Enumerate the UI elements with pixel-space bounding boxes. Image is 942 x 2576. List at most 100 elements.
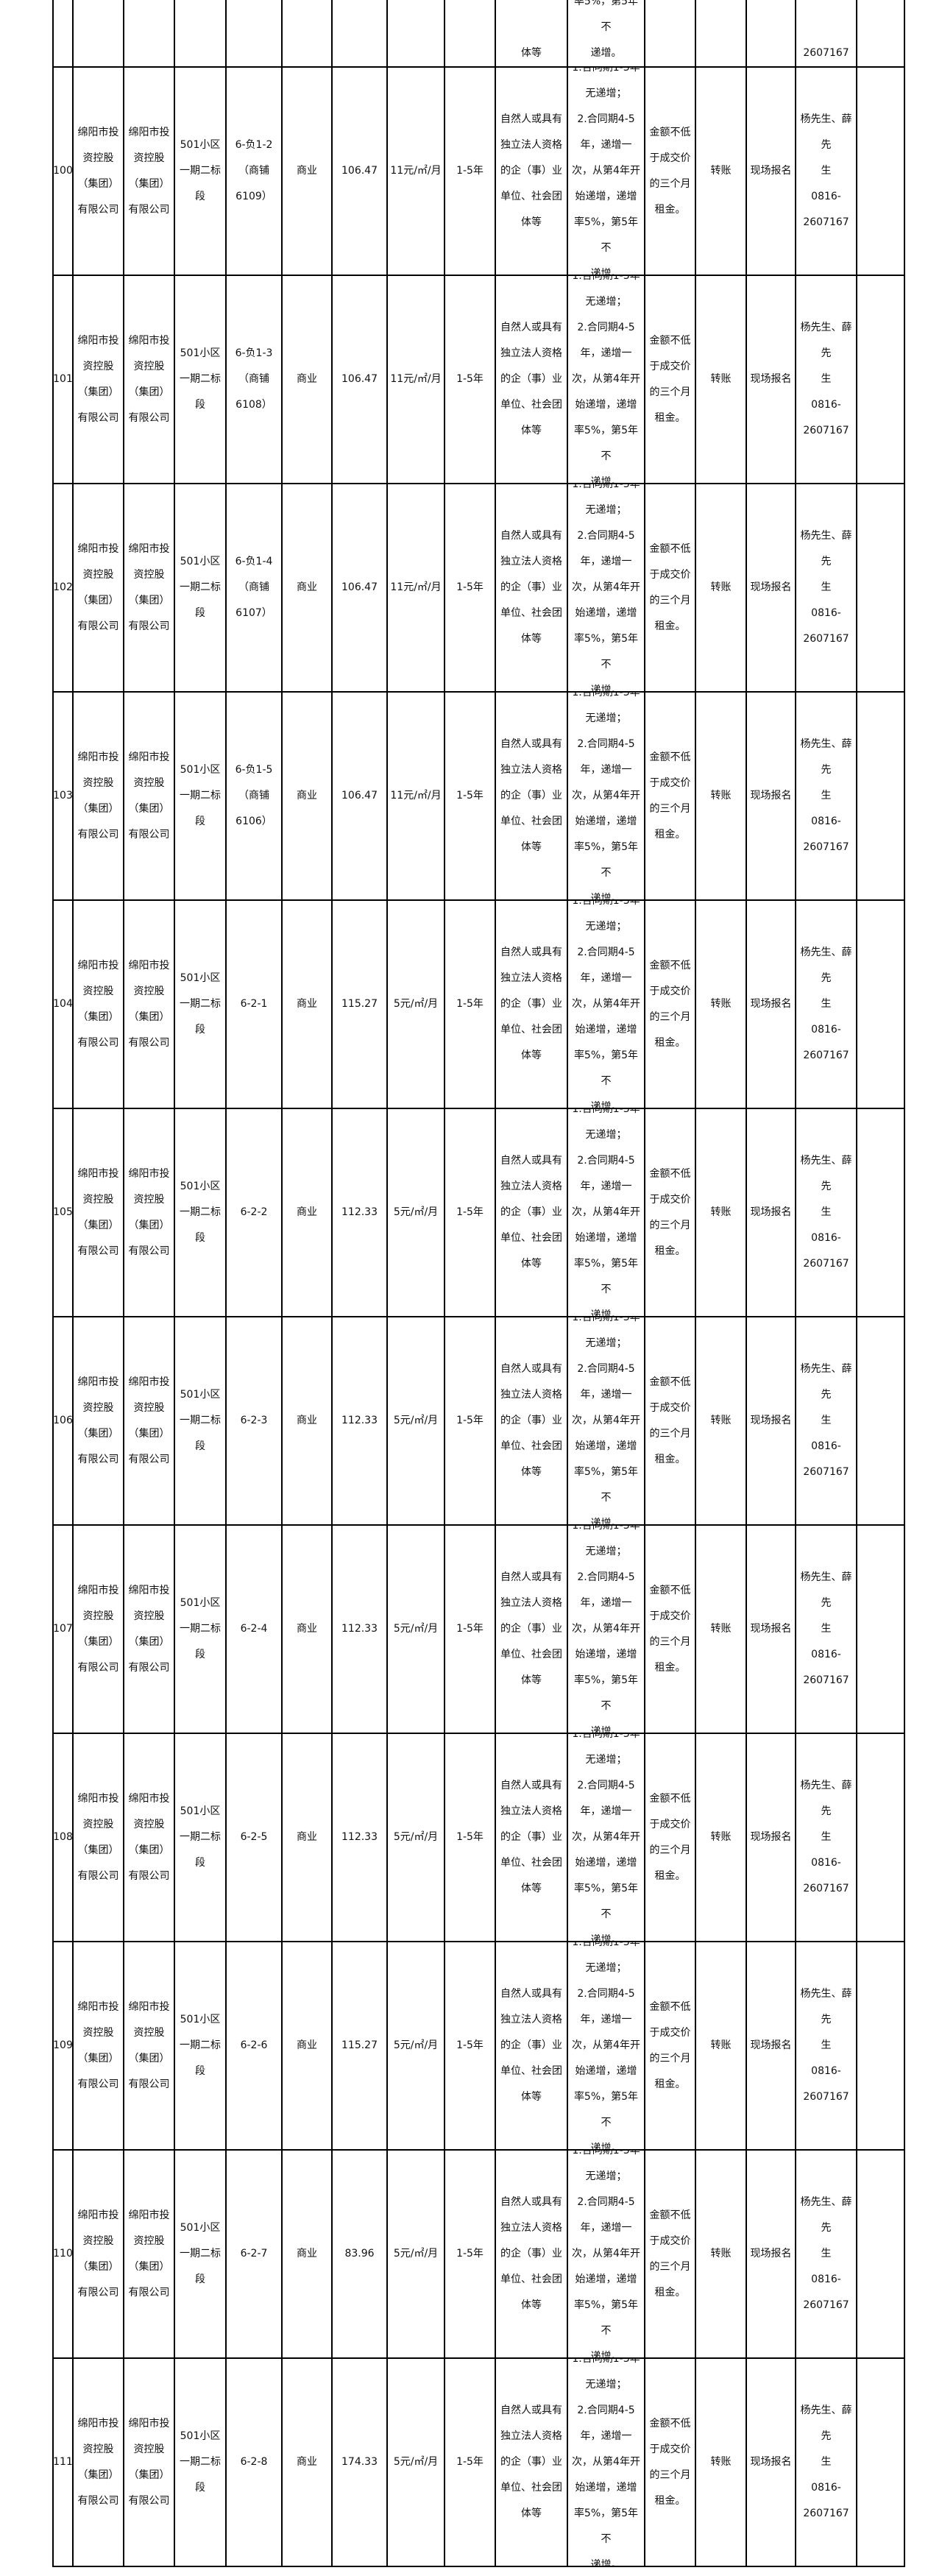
- partial-increment: 率5%，第5年不 递增。: [573, 0, 639, 59]
- row-108-use: 商业: [297, 1831, 317, 1843]
- row-109-location: 501小区 一期二标 段: [180, 2014, 221, 2077]
- row-103-signup: 现场报名: [750, 790, 792, 802]
- row-101-contact-cell: 杨先生、薛 先 生 0816- 2607167: [795, 275, 856, 483]
- row-108-lessor: 绵阳市投 资控股 （集团） 有限公司: [77, 1792, 119, 1882]
- row-108-area-cell: 112.33: [331, 1733, 386, 1941]
- row-102-conditions: 自然人或具有 独立法人资格 的企（事）业 单位、社会团 体等: [500, 530, 562, 645]
- row-109-owner-cell: 绵阳市投 资控股 （集团） 有限公司: [123, 1941, 174, 2149]
- row-108-price: 5元/㎡/月: [393, 1831, 439, 1843]
- row-105-term-cell: 1-5年: [444, 1108, 495, 1316]
- row-103-payment-cell: 转账: [695, 691, 746, 899]
- row-103-price-cell: 11元/㎡/月: [386, 691, 444, 899]
- row-111-lessor: 绵阳市投 资控股 （集团） 有限公司: [77, 2417, 119, 2507]
- row-109-increment-cell: 1.合同期1-3年 无递增； 2.合同期4-5 年，递增一 次，从第4年开 始递…: [567, 1941, 644, 2149]
- row-104-lessor: 绵阳市投 资控股 （集团） 有限公司: [77, 959, 119, 1049]
- row-100-conditions: 自然人或具有 独立法人资格 的企（事）业 单位、社会团 体等: [500, 113, 562, 228]
- row-106-area: 112.33: [341, 1415, 378, 1426]
- partial-location-cell: [174, 0, 225, 66]
- row-105-area: 112.33: [341, 1206, 378, 1218]
- row-107-increment-cell: 1.合同期1-3年 无递增； 2.合同期4-5 年，递增一 次，从第4年开 始递…: [567, 1524, 644, 1733]
- row-110-deposit-cell: 金额不低 于成交价 的三个月 租金。: [644, 2149, 695, 2357]
- row-100-use-cell: 商业: [281, 66, 331, 275]
- row-100-area-cell: 106.47: [331, 66, 386, 275]
- row-104-unit: 6-2-1: [240, 998, 268, 1010]
- row-103-seq: 103: [53, 790, 72, 802]
- row-110-price-cell: 5元/㎡/月: [386, 2149, 444, 2357]
- row-104-area-cell: 115.27: [331, 899, 386, 1108]
- row-105-owner-cell: 绵阳市投 资控股 （集团） 有限公司: [123, 1108, 174, 1316]
- row-110-remark-cell: [856, 2149, 905, 2357]
- row-104-area: 115.27: [341, 998, 378, 1010]
- row-104-use-cell: 商业: [281, 899, 331, 1108]
- row-102-deposit-cell: 金额不低 于成交价 的三个月 租金。: [644, 483, 695, 691]
- row-102-lessor-cell: 绵阳市投 资控股 （集团） 有限公司: [72, 483, 123, 691]
- row-108-term-cell: 1-5年: [444, 1733, 495, 1941]
- row-110-lessor: 绵阳市投 资控股 （集团） 有限公司: [77, 2209, 119, 2299]
- row-100-owner-cell: 绵阳市投 资控股 （集团） 有限公司: [123, 66, 174, 275]
- row-106-signup-cell: 现场报名: [746, 1316, 795, 1524]
- row-103-conditions: 自然人或具有 独立法人资格 的企（事）业 单位、社会团 体等: [500, 738, 562, 853]
- partial-term-cell: [444, 0, 495, 66]
- row-104-signup: 现场报名: [750, 998, 792, 1010]
- row-105-owner: 绵阳市投 资控股 （集团） 有限公司: [128, 1167, 170, 1257]
- row-108-payment-cell: 转账: [695, 1733, 746, 1941]
- row-104-signup-cell: 现场报名: [746, 899, 795, 1108]
- row-111-signup-cell: 现场报名: [746, 2357, 795, 2567]
- row-110-price: 5元/㎡/月: [393, 2248, 439, 2260]
- row-103-use-cell: 商业: [281, 691, 331, 899]
- row-101-increment-cell: 1.合同期1-3年 无递增； 2.合同期4-5 年，递增一 次，从第4年开 始递…: [567, 275, 644, 483]
- row-104-deposit-cell: 金额不低 于成交价 的三个月 租金。: [644, 899, 695, 1108]
- row-101-term-cell: 1-5年: [444, 275, 495, 483]
- row-103-remark-cell: [856, 691, 905, 899]
- row-101-location: 501小区 一期二标 段: [180, 347, 221, 411]
- row-110-contact: 杨先生、薛 先 生 0816- 2607167: [800, 2196, 852, 2311]
- row-109-location-cell: 501小区 一期二标 段: [174, 1941, 225, 2149]
- row-111-conditions-cell: 自然人或具有 独立法人资格 的企（事）业 单位、社会团 体等: [495, 2357, 567, 2567]
- row-111-lessor-cell: 绵阳市投 资控股 （集团） 有限公司: [72, 2357, 123, 2567]
- row-102-price: 11元/㎡/月: [390, 581, 442, 593]
- row-110-contact-cell: 杨先生、薛 先 生 0816- 2607167: [795, 2149, 856, 2357]
- row-105-deposit: 金额不低 于成交价 的三个月 租金。: [649, 1167, 691, 1257]
- row-111-location-cell: 501小区 一期二标 段: [174, 2357, 225, 2567]
- row-103-area: 106.47: [341, 790, 378, 802]
- row-104-increment-cell: 1.合同期1-3年 无递增； 2.合同期4-5 年，递增一 次，从第4年开 始递…: [567, 899, 644, 1108]
- row-111-deposit-cell: 金额不低 于成交价 的三个月 租金。: [644, 2357, 695, 2567]
- row-107-use: 商业: [297, 1623, 317, 1635]
- row-102-conditions-cell: 自然人或具有 独立法人资格 的企（事）业 单位、社会团 体等: [495, 483, 567, 691]
- row-104-location: 501小区 一期二标 段: [180, 972, 221, 1036]
- row-111-payment: 转账: [710, 2456, 732, 2468]
- row-101-seq: 101: [53, 373, 72, 385]
- row-105-payment-cell: 转账: [695, 1108, 746, 1316]
- row-101-conditions: 自然人或具有 独立法人资格 的企（事）业 单位、社会团 体等: [500, 322, 562, 436]
- row-110-payment: 转账: [710, 2248, 732, 2260]
- row-100-term: 1-5年: [456, 165, 484, 177]
- row-106-unit: 6-2-3: [240, 1415, 268, 1426]
- partial-price-cell: [386, 0, 444, 66]
- row-109-owner: 绵阳市投 资控股 （集团） 有限公司: [128, 2000, 170, 2090]
- row-102-signup: 现场报名: [750, 581, 792, 593]
- row-107-seq-cell: 107: [52, 1524, 72, 1733]
- row-101-unit-cell: 6-负1-3 （商铺 6108）: [225, 275, 281, 483]
- row-100-term-cell: 1-5年: [444, 66, 495, 275]
- row-102-term-cell: 1-5年: [444, 483, 495, 691]
- row-107-conditions-cell: 自然人或具有 独立法人资格 的企（事）业 单位、社会团 体等: [495, 1524, 567, 1733]
- row-107-deposit: 金额不低 于成交价 的三个月 租金。: [649, 1584, 691, 1674]
- partial-contact-cell: 2607167: [795, 0, 856, 66]
- row-109-area: 115.27: [341, 2039, 378, 2051]
- row-108-location-cell: 501小区 一期二标 段: [174, 1733, 225, 1941]
- row-104-increment: 1.合同期1-3年 无递增； 2.合同期4-5 年，递增一 次，从第4年开 始递…: [572, 899, 640, 1108]
- row-111-area-cell: 174.33: [331, 2357, 386, 2567]
- row-106-term-cell: 1-5年: [444, 1316, 495, 1524]
- row-107-contact: 杨先生、薛 先 生 0816- 2607167: [800, 1571, 852, 1686]
- row-108-unit: 6-2-5: [240, 1831, 268, 1843]
- row-102-use-cell: 商业: [281, 483, 331, 691]
- row-100-lessor: 绵阳市投 资控股 （集团） 有限公司: [77, 126, 119, 216]
- row-110-unit-cell: 6-2-7: [225, 2149, 281, 2357]
- row-102-area-cell: 106.47: [331, 483, 386, 691]
- row-100-increment-cell: 1.合同期1-3年 无递增； 2.合同期4-5 年，递增一 次，从第4年开 始递…: [567, 66, 644, 275]
- row-102-signup-cell: 现场报名: [746, 483, 795, 691]
- row-106-contact: 杨先生、薛 先 生 0816- 2607167: [800, 1363, 852, 1478]
- partial-area-cell: [331, 0, 386, 66]
- row-106-remark-cell: [856, 1316, 905, 1524]
- row-109-unit-cell: 6-2-6: [225, 1941, 281, 2149]
